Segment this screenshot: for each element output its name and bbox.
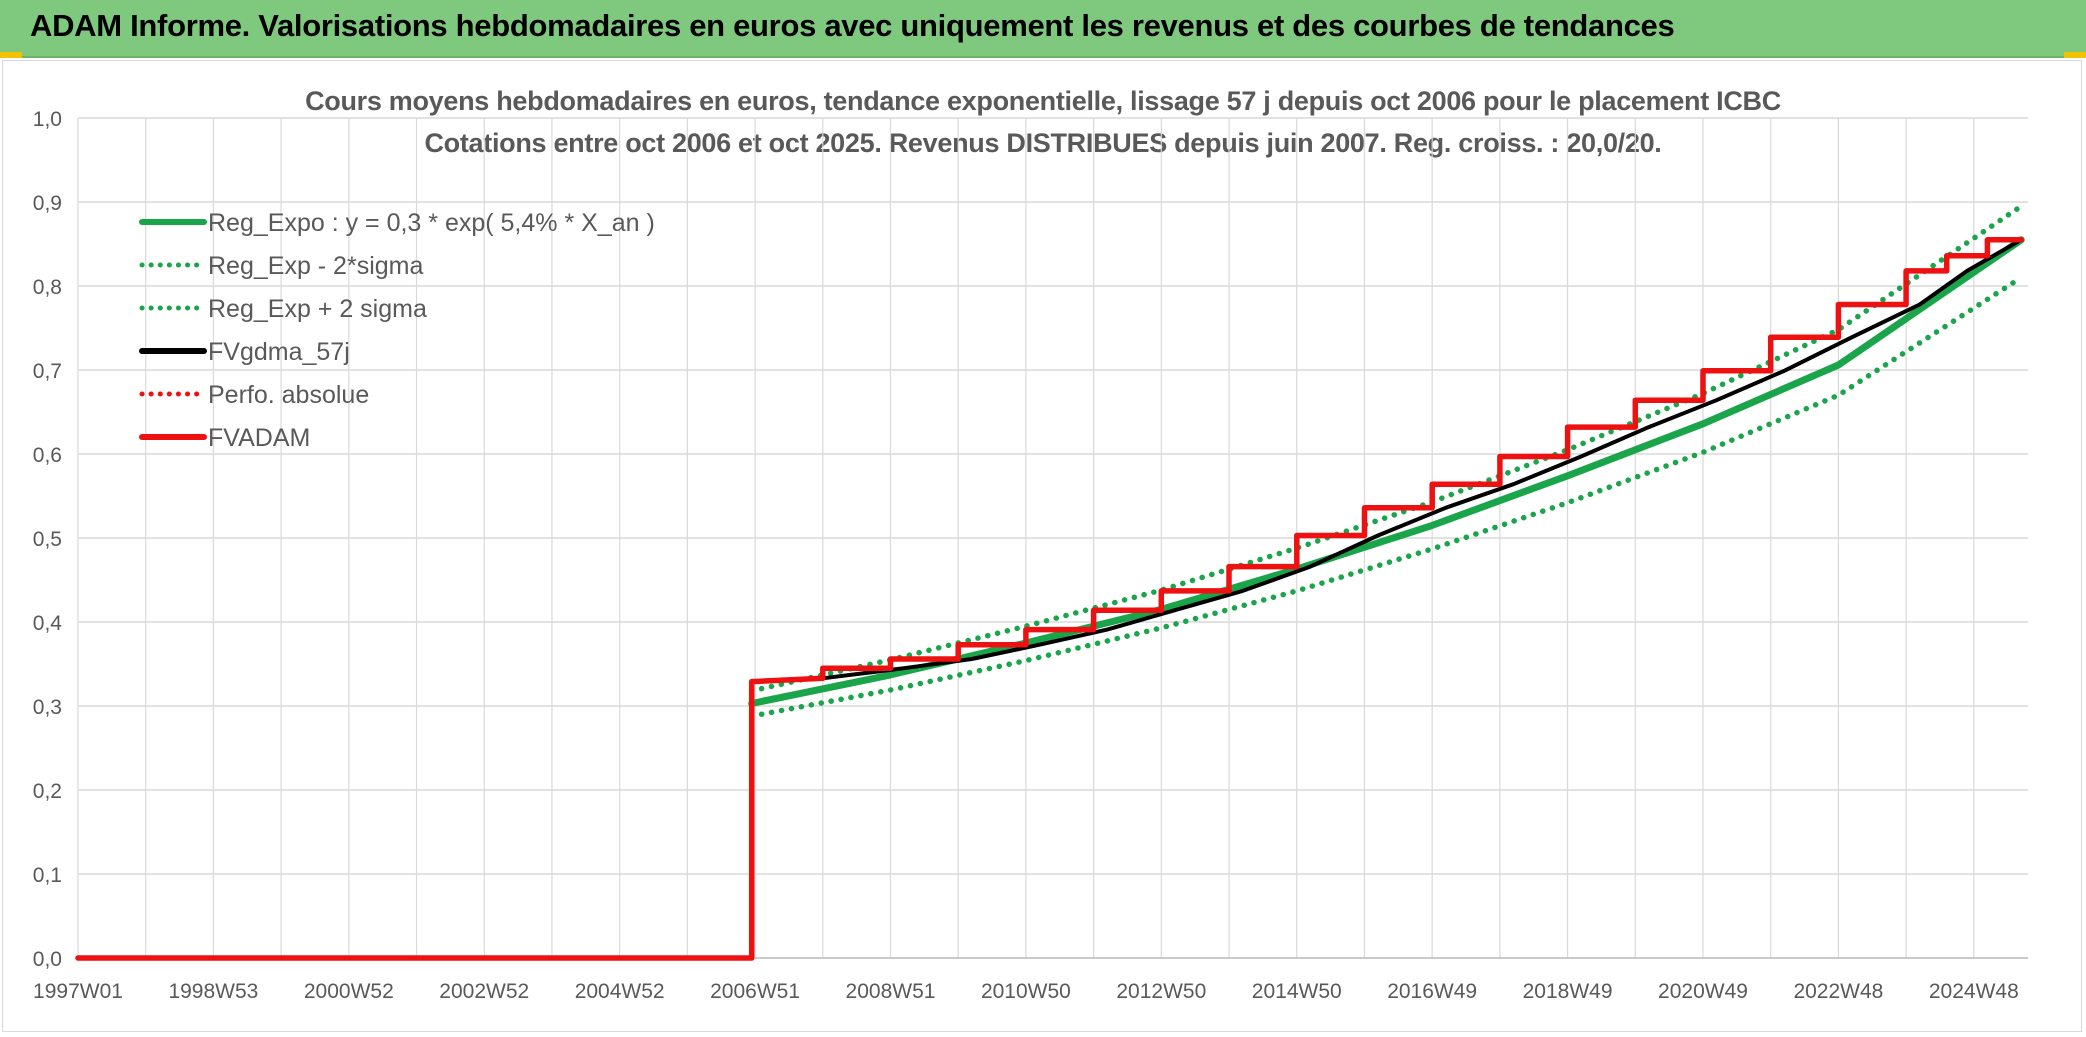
legend-label-3: FVgdma_57j — [208, 338, 350, 366]
x-tick-label: 2012W50 — [1116, 980, 1206, 1003]
x-tick-label: 2018W49 — [1523, 980, 1613, 1003]
chart-title: Cours moyens hebdomadaires en euros, ten… — [305, 86, 1781, 116]
corner-mark-left — [0, 52, 22, 58]
series-line-3 — [749, 237, 2024, 684]
corner-mark-right — [2064, 52, 2086, 58]
x-tick-label: 2006W51 — [710, 980, 800, 1003]
x-tick-label: 2020W49 — [1658, 980, 1748, 1003]
series-line-2 — [748, 203, 2024, 694]
legend-label-0: Reg_Expo : y = 0,3 * exp( 5,4% * X_an ) — [208, 209, 655, 237]
x-tick-label: 2002W52 — [439, 980, 529, 1003]
legend-label-5: FVADAM — [208, 424, 310, 452]
y-tick-label: 0,5 — [33, 528, 62, 551]
legend-label-1: Reg_Exp - 2*sigma — [208, 252, 423, 280]
y-tick-label: 0,6 — [33, 444, 62, 467]
y-tick-label: 0,0 — [33, 948, 62, 971]
series-line-5 — [75, 237, 2024, 961]
series-line-1 — [748, 274, 2024, 719]
legend-label-2: Reg_Exp + 2 sigma — [208, 295, 427, 323]
x-tick-label: 2016W49 — [1387, 980, 1477, 1003]
header-title: ADAM Informe. Valorisations hebdomadaire… — [30, 8, 1675, 43]
legend-label-4: Perfo. absolue — [208, 381, 369, 409]
chart-area — [2, 60, 2082, 1032]
x-tick-label: 2022W48 — [1793, 980, 1883, 1003]
y-tick-label: 0,8 — [33, 276, 62, 299]
x-tick-label: 2024W48 — [1929, 980, 2019, 1003]
x-tick-label: 2004W52 — [575, 980, 665, 1003]
chart-subtitle: Cotations entre oct 2006 et oct 2025. Re… — [424, 128, 1662, 158]
y-tick-label: 0,9 — [33, 192, 62, 215]
y-tick-label: 0,4 — [33, 612, 63, 635]
y-tick-label: 0,1 — [33, 864, 62, 887]
y-tick-label: 0,3 — [33, 696, 62, 719]
header-bar: ADAM Informe. Valorisations hebdomadaire… — [0, 0, 2086, 58]
x-tick-label: 2000W52 — [304, 980, 394, 1003]
x-tick-label: 1997W01 — [33, 980, 123, 1003]
y-tick-label: 1,0 — [33, 108, 62, 131]
y-tick-label: 0,2 — [33, 780, 62, 803]
x-tick-label: 2014W50 — [1252, 980, 1342, 1003]
y-tick-label: 0,7 — [33, 360, 62, 383]
x-tick-label: 1998W53 — [168, 980, 258, 1003]
series-line-0 — [748, 236, 2025, 707]
x-tick-label: 2010W50 — [981, 980, 1071, 1003]
x-tick-label: 2008W51 — [846, 980, 936, 1003]
